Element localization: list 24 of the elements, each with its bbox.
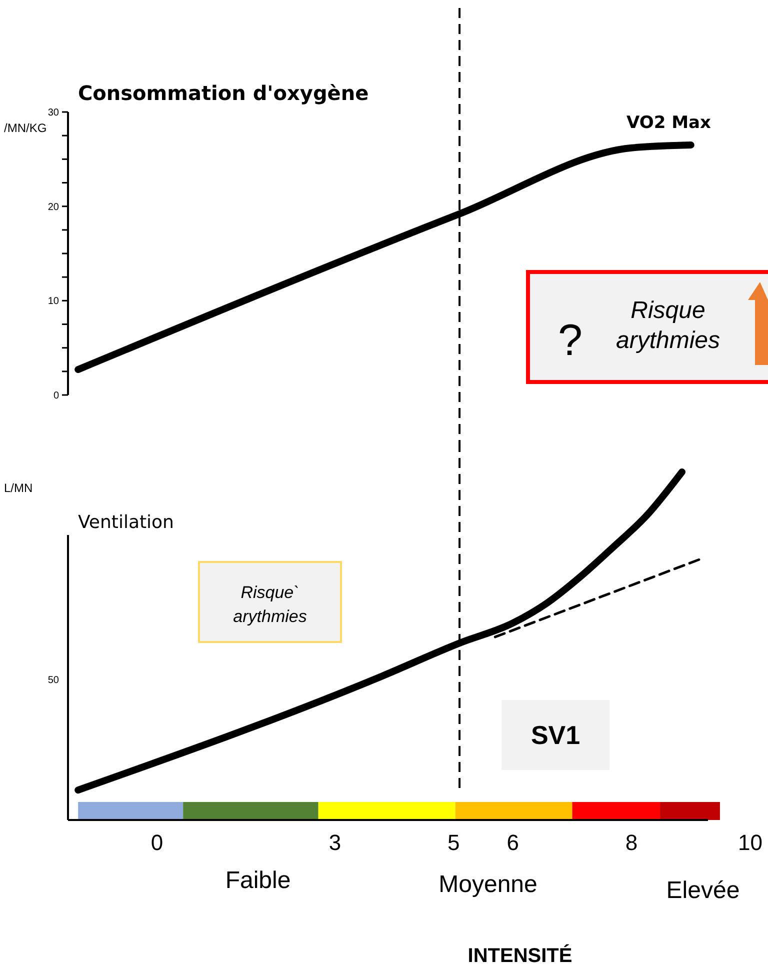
x-tick-label: 6 xyxy=(506,830,520,855)
text: Moyenne xyxy=(438,871,538,898)
y-tick-label: 0 xyxy=(53,390,60,402)
y-axis-title: /MN/KG xyxy=(4,121,47,135)
x-tick-label: 5 xyxy=(447,830,460,855)
text: 50 xyxy=(48,675,60,686)
text: Faible xyxy=(225,867,291,894)
annotation: VO2 Max xyxy=(626,112,712,133)
ref-line-label: SV1 xyxy=(530,720,580,750)
annotation: ? xyxy=(558,316,582,365)
annotation: Risque` arythmies xyxy=(233,583,308,626)
y-axis-title: L/MN xyxy=(4,481,33,495)
x-tick-label: 3 xyxy=(328,830,342,855)
y-tick-label: 30 xyxy=(48,108,60,118)
chart-title: Consommation d'oxygène xyxy=(78,81,369,105)
x-axis-title: INTENSITÉ xyxy=(468,944,572,967)
annotation: Risque arythmies xyxy=(616,297,720,354)
x-tick-label: 10 xyxy=(738,830,762,855)
text: Elevée xyxy=(666,877,740,904)
y-tick-label: 10 xyxy=(48,296,60,308)
x-tick-label: 8 xyxy=(625,830,638,855)
text: Ventilation xyxy=(78,512,174,533)
y-tick-label: 20 xyxy=(48,202,60,213)
x-tick-label: 0 xyxy=(150,830,164,855)
